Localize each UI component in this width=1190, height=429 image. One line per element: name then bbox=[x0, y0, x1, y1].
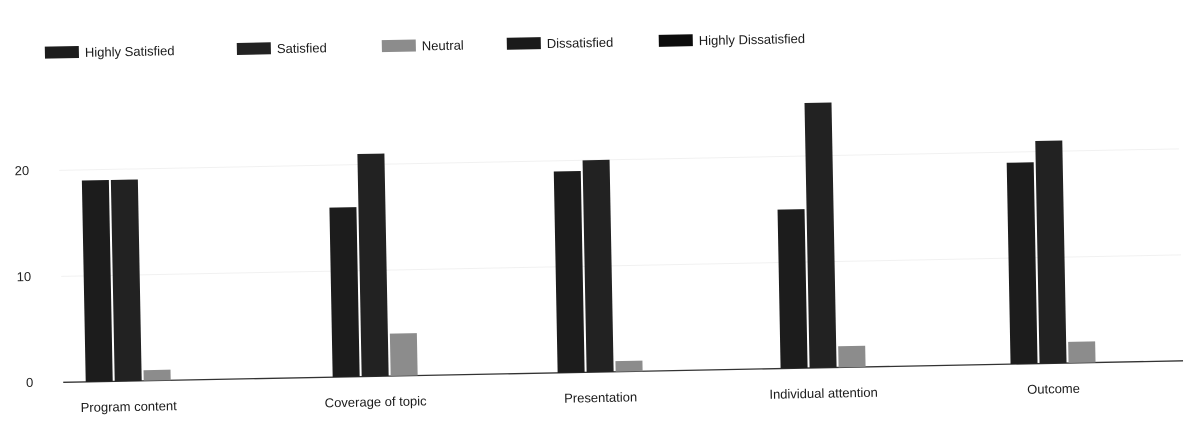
bar-neutral bbox=[389, 333, 418, 377]
legend-swatch bbox=[236, 42, 271, 55]
legend-swatch bbox=[658, 34, 693, 47]
x-tick-label: Program content bbox=[81, 398, 178, 415]
bar-highly-satisfied bbox=[777, 209, 808, 369]
bar-satisfied bbox=[357, 153, 389, 377]
bar-highly-satisfied bbox=[1006, 162, 1038, 365]
legend-swatch bbox=[506, 37, 541, 50]
legend-swatch bbox=[381, 39, 416, 53]
x-tick-label: Individual attention bbox=[769, 385, 878, 402]
bar-satisfied bbox=[582, 159, 614, 373]
legend-label: Highly Satisfied bbox=[85, 43, 175, 60]
legend-label: Highly Dissatisfied bbox=[699, 31, 805, 48]
legend-label: Satisfied bbox=[277, 40, 327, 56]
legend-label: Neutral bbox=[422, 38, 464, 54]
x-tick-label: Coverage of topic bbox=[325, 393, 428, 410]
y-tick-label: 10 bbox=[17, 269, 32, 284]
bar-neutral bbox=[143, 369, 171, 381]
bar-satisfied bbox=[804, 102, 837, 369]
x-tick-label: Presentation bbox=[564, 389, 637, 405]
bar-neutral bbox=[1068, 341, 1096, 364]
legend-swatch bbox=[44, 45, 80, 59]
bar-satisfied bbox=[110, 179, 142, 382]
x-tick-label: Outcome bbox=[1027, 381, 1080, 397]
gridline bbox=[61, 254, 1181, 277]
gridline bbox=[59, 148, 1179, 171]
bar-highly-satisfied bbox=[329, 207, 360, 378]
bar-highly-satisfied bbox=[553, 170, 585, 373]
y-tick-label: 0 bbox=[26, 375, 34, 390]
bar-neutral bbox=[615, 360, 643, 372]
legend-label: Dissatisfied bbox=[547, 35, 614, 51]
bar-neutral bbox=[838, 345, 866, 368]
y-tick-label: 20 bbox=[15, 163, 30, 178]
bar-satisfied bbox=[1035, 140, 1067, 364]
bar-highly-satisfied bbox=[81, 180, 113, 382]
